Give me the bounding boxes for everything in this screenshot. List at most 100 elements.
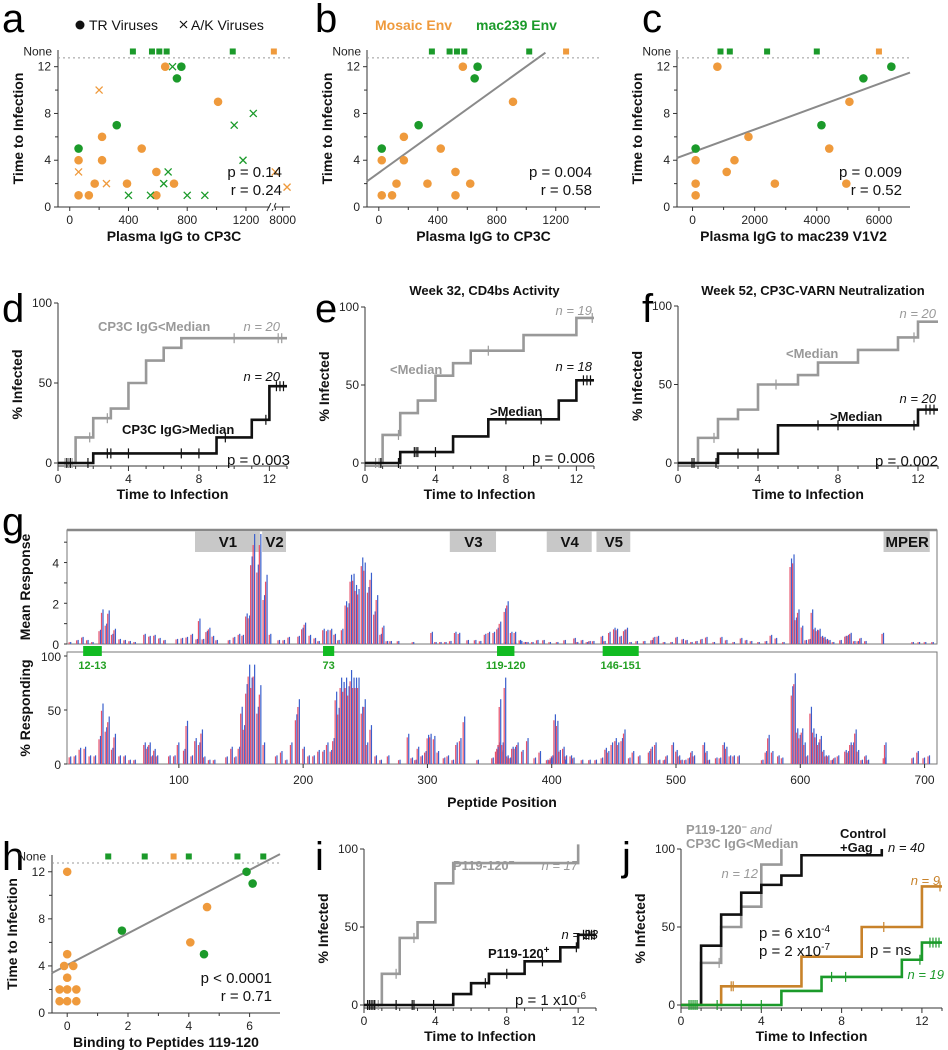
x-tick-label: 8 <box>835 472 842 486</box>
bar-blue <box>790 558 793 644</box>
data-point-none <box>170 853 177 860</box>
legend-tr-viruses: TR Viruses <box>89 17 158 33</box>
data-point <box>55 985 64 994</box>
bar-red <box>317 641 319 644</box>
survival-curve <box>58 384 287 465</box>
bar-red <box>356 594 359 644</box>
bar-blue <box>602 635 604 644</box>
bar-red <box>860 760 862 764</box>
bar-blue <box>459 632 461 644</box>
bar-red <box>548 642 550 644</box>
p-value-exponent: -7 <box>821 942 830 953</box>
data-point-none <box>148 48 155 55</box>
bar-blue <box>355 584 358 644</box>
bar-red <box>852 641 855 644</box>
bar-blue <box>823 749 825 764</box>
bar-red <box>98 631 100 644</box>
bar-blue <box>327 629 329 644</box>
x-axis-label: Binding to Peptides 119-120 <box>73 1034 259 1050</box>
bar-red <box>337 714 339 764</box>
x-axis-label: Time to Infection <box>424 1028 536 1044</box>
bar-red <box>851 744 853 764</box>
regression-line <box>366 51 547 183</box>
bar-red <box>211 636 213 644</box>
y-tick-label: 12 <box>657 60 671 74</box>
bar-blue <box>497 627 499 644</box>
axis-break-gap <box>269 206 274 209</box>
bar-blue <box>848 751 850 764</box>
bar-blue <box>418 746 420 764</box>
y-tick-label: 100 <box>655 842 675 856</box>
bar-blue <box>257 564 259 644</box>
data-point <box>152 191 161 200</box>
bar-blue <box>204 756 206 764</box>
bar-blue <box>691 751 693 764</box>
bar-red <box>123 640 125 644</box>
bar-red <box>233 757 236 764</box>
bar-red <box>458 741 461 764</box>
data-point-none <box>428 48 435 55</box>
bar-red <box>535 640 538 644</box>
bar-red <box>859 638 861 644</box>
bar-red <box>455 744 457 764</box>
n-label: n = 12 <box>721 866 758 881</box>
bar-red <box>615 630 617 644</box>
bar-red <box>811 732 814 764</box>
x-tick-label: 500 <box>666 773 686 787</box>
survival-curve <box>681 885 942 1007</box>
data-point <box>137 144 146 153</box>
bar-red <box>652 637 654 644</box>
region-label: V3 <box>464 534 482 551</box>
p-value: p = 1 x10-6 <box>515 991 586 1009</box>
panel-label-e: e <box>315 287 337 331</box>
y-tick-label: 4 <box>38 959 45 973</box>
bar-blue <box>191 755 194 764</box>
bar-red <box>516 744 518 764</box>
bar-red <box>549 758 551 764</box>
bar-blue <box>195 738 197 764</box>
data-point <box>399 155 409 165</box>
bar-blue <box>159 637 161 644</box>
bar-red <box>303 624 305 644</box>
band-label: 73 <box>322 660 334 672</box>
bar-red <box>354 590 356 644</box>
bar-blue <box>522 749 524 764</box>
x-tick-label: 12 <box>571 1014 585 1028</box>
x-tick-label: 0 <box>678 1014 685 1028</box>
r-value: r = 0.71 <box>221 988 272 1005</box>
bar-blue <box>703 742 706 764</box>
bar-red <box>351 687 354 764</box>
data-point-none <box>461 48 468 55</box>
bar-red <box>653 744 656 764</box>
region-label: V5 <box>605 534 623 551</box>
bar-blue <box>928 755 931 764</box>
data-point <box>248 879 257 888</box>
bar-blue <box>626 627 629 644</box>
km-series-1 <box>678 404 938 468</box>
bar-blue <box>582 759 584 764</box>
bar-red <box>168 756 170 764</box>
legend-mosaic-env: Mosaic Env <box>375 17 452 33</box>
bar-blue <box>455 631 457 644</box>
y-tick-label: 50 <box>659 378 673 392</box>
bar-blue <box>620 635 622 644</box>
bar-red <box>118 756 120 764</box>
data-point <box>465 179 475 188</box>
bar-red <box>662 642 664 644</box>
bar-red <box>588 641 590 644</box>
bar-blue <box>302 627 304 644</box>
y-tick-label: 8 <box>353 106 360 120</box>
bar-red <box>793 684 795 764</box>
bar-blue <box>249 615 251 644</box>
bar-blue <box>815 733 817 764</box>
bar-blue <box>726 639 728 644</box>
bar-blue <box>507 601 509 644</box>
bar-blue <box>664 759 666 764</box>
bar-red <box>262 600 264 644</box>
bar-red <box>433 642 436 644</box>
bar-red <box>836 756 838 764</box>
bar-blue <box>840 639 842 644</box>
data-point-none <box>105 853 112 860</box>
bar-red <box>200 733 202 764</box>
